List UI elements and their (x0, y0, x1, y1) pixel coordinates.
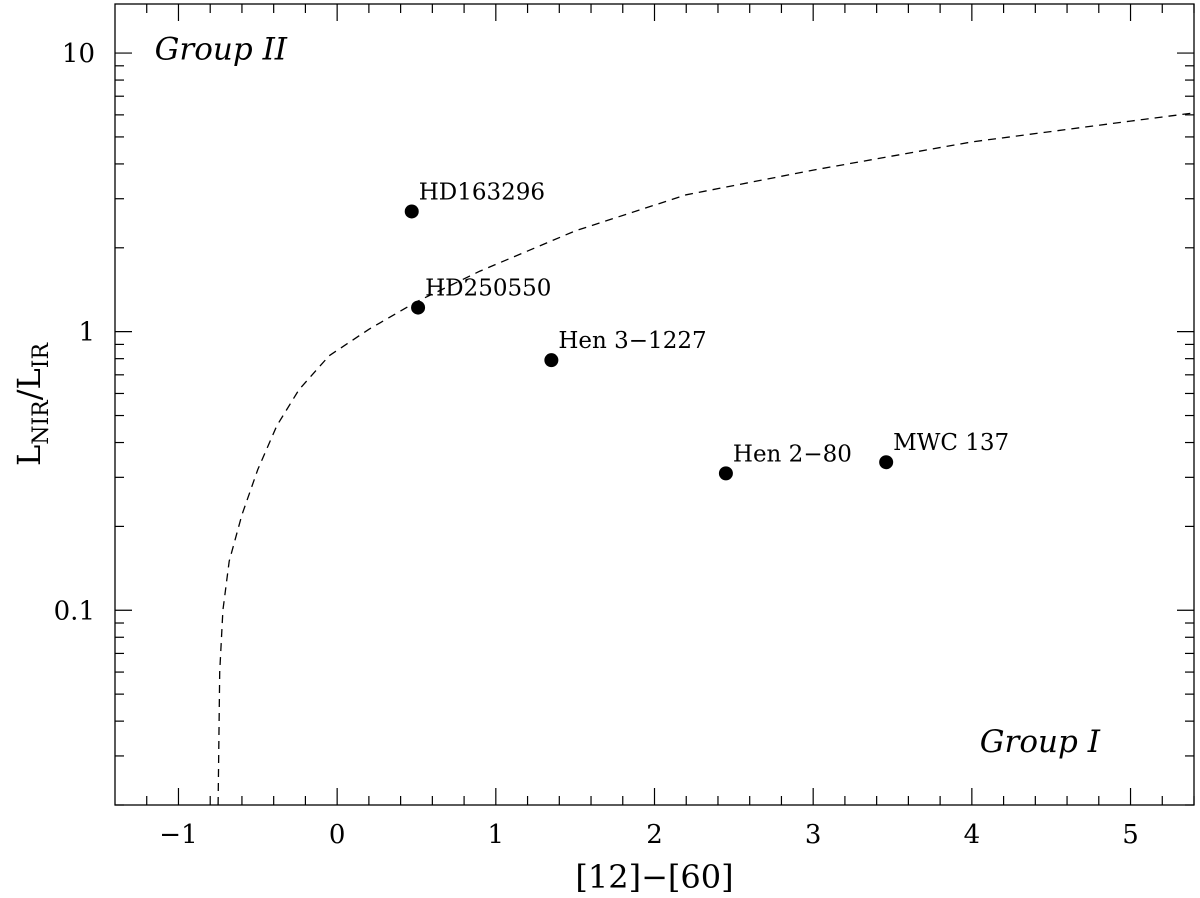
data-point-label: Hen 2−80 (733, 441, 852, 467)
data-point (404, 204, 419, 219)
x-tick-label: 0 (329, 820, 346, 850)
y-axis-title: LNIR/LIR (10, 342, 54, 466)
data-point (411, 300, 426, 315)
y-axis-title-slash: /L (10, 368, 48, 400)
y-tick-label: 0.1 (54, 596, 95, 626)
x-tick-label: 2 (646, 820, 663, 850)
y-axis-title-sub-ir: IR (29, 342, 54, 369)
x-tick-label: 1 (488, 820, 505, 850)
data-point-label: MWC 137 (893, 430, 1009, 456)
annotations: Group II Group I (155, 31, 1101, 760)
data-point (718, 466, 733, 481)
x-tick-label: 4 (964, 820, 981, 850)
data-points: HD163296 HD250550 Hen 3−1227 Hen 2−80 MWC 13… (404, 179, 1009, 481)
y-tick-label: 10 (62, 39, 95, 69)
tick-labels: −1 0 1 2 3 4 5 0.1 1 10 (54, 39, 1139, 850)
group-annotation: Group I (980, 724, 1101, 760)
x-tick-label: 3 (805, 820, 822, 850)
x-axis-title: [12]−[60] (575, 858, 733, 896)
y-axis-title-sub-nir: NIR (29, 399, 54, 445)
data-point-label: HD163296 (419, 179, 545, 205)
y-tick-label: 1 (78, 318, 95, 348)
y-axis-title-l: L (10, 445, 48, 466)
data-point-label: Hen 3−1227 (558, 328, 706, 354)
axis-ticks (115, 4, 1195, 806)
x-tick-label: −1 (159, 820, 197, 850)
boundary-dashed-curve (217, 112, 1195, 806)
plot-frame (114, 3, 1195, 806)
x-tick-label: 5 (1122, 820, 1139, 850)
data-point (879, 455, 894, 470)
data-point-label: HD250550 (425, 276, 551, 302)
data-point (544, 353, 559, 368)
group-annotation: Group II (155, 31, 288, 67)
